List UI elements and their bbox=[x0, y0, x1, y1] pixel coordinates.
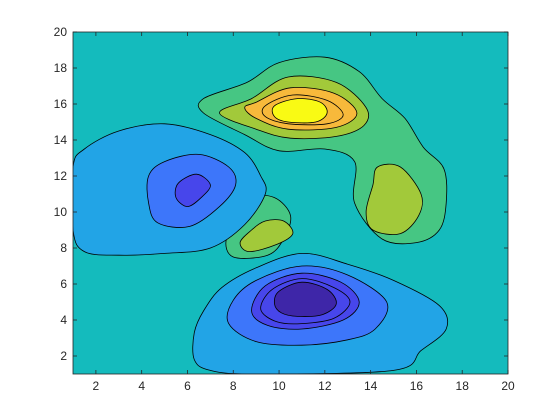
x-tick-label: 12 bbox=[318, 379, 332, 393]
x-tick-label: 10 bbox=[272, 379, 286, 393]
y-tick-label: 20 bbox=[54, 25, 68, 39]
x-tick-label: 16 bbox=[410, 379, 424, 393]
trough-5 bbox=[192, 252, 449, 374]
x-tick-label: 18 bbox=[456, 379, 470, 393]
y-tick-label: 10 bbox=[54, 205, 68, 219]
x-tick-label: 6 bbox=[184, 379, 191, 393]
axes-box bbox=[72, 31, 509, 375]
contour-band-2-1 bbox=[365, 163, 423, 235]
x-tick-label: 20 bbox=[501, 379, 515, 393]
plot-area bbox=[72, 31, 509, 375]
y-axis: 2 4 6 8 10 12 14 16 18 20 bbox=[54, 25, 508, 363]
x-tick-label: 8 bbox=[230, 379, 237, 393]
x-tick-label: 2 bbox=[93, 379, 100, 393]
contour-band-3-2 bbox=[239, 219, 294, 253]
y-tick-label: 8 bbox=[60, 241, 67, 255]
x-axis: 2 4 6 8 10 12 14 16 18 20 bbox=[93, 32, 515, 393]
contour-band-5-5 bbox=[273, 281, 337, 317]
x-tick-label: 14 bbox=[364, 379, 378, 393]
y-tick-label: 4 bbox=[60, 313, 67, 327]
y-tick-label: 6 bbox=[60, 277, 67, 291]
y-tick-label: 14 bbox=[54, 133, 68, 147]
peak-2 bbox=[365, 163, 423, 235]
contour-layer bbox=[73, 56, 449, 374]
y-tick-label: 2 bbox=[60, 349, 67, 363]
y-tick-label: 12 bbox=[54, 169, 68, 183]
contour-band-1-5 bbox=[271, 98, 328, 124]
contour-band-4-3 bbox=[174, 173, 211, 207]
peak-3 bbox=[225, 194, 294, 259]
trough-4 bbox=[73, 123, 267, 256]
y-tick-label: 18 bbox=[54, 61, 68, 75]
y-tick-label: 16 bbox=[54, 97, 68, 111]
x-tick-label: 4 bbox=[138, 379, 145, 393]
